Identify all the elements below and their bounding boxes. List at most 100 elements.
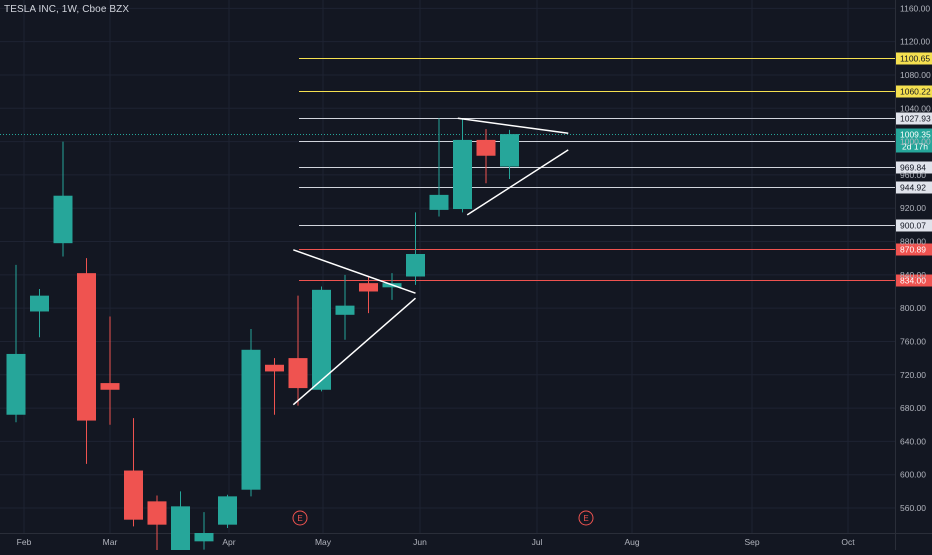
time-tick-label: Jun — [413, 537, 427, 547]
earnings-marker-label: E — [583, 514, 588, 523]
level-label-bg — [896, 161, 932, 174]
candle-body — [476, 139, 496, 156]
candle-body — [406, 254, 425, 277]
price-tick-label: 720.00 — [900, 370, 926, 380]
candle — [265, 358, 284, 415]
price-tick-label: 880.00 — [900, 237, 926, 247]
candle-body — [312, 289, 331, 390]
candle — [194, 512, 214, 550]
trendline[interactable] — [293, 249, 416, 294]
time-tick-label: May — [315, 537, 332, 547]
candle — [124, 418, 143, 527]
time-tick-label: Jul — [532, 537, 543, 547]
time-tick-label: Oct — [841, 537, 855, 547]
level-label: 969.84 — [900, 163, 926, 173]
candle — [476, 129, 496, 184]
candle — [406, 212, 425, 285]
trendline[interactable] — [292, 297, 416, 406]
candle-body — [100, 383, 120, 390]
candle-body — [30, 295, 49, 312]
candle — [171, 491, 190, 555]
level-label-bg — [896, 52, 932, 65]
time-axis[interactable]: Feb Mar Apr May Jun Jul Aug Sep Oct — [17, 537, 856, 547]
earnings-marker-circle — [292, 510, 308, 526]
candle-body — [500, 134, 519, 167]
price-tick-label: 600.00 — [900, 470, 926, 480]
price-tick-label: 1120.00 — [900, 37, 930, 47]
candle-body — [147, 501, 167, 525]
candle-body — [453, 139, 472, 210]
price-tick-label: 680.00 — [900, 403, 926, 413]
candle-body — [429, 194, 449, 210]
current-price-label: 1009.35 — [900, 130, 931, 140]
candle-body — [241, 349, 261, 490]
candle-body — [194, 533, 214, 542]
candle-body — [77, 273, 96, 421]
candle — [453, 119, 472, 213]
candle-body — [288, 358, 308, 389]
level-label-bg — [896, 219, 932, 232]
candle — [429, 118, 449, 217]
candle — [77, 258, 96, 464]
candle — [288, 295, 308, 406]
candle — [312, 286, 331, 392]
earnings-marker[interactable]: E — [292, 510, 308, 526]
candle — [500, 129, 519, 180]
trendlines[interactable] — [292, 117, 569, 406]
candle-body — [6, 353, 26, 415]
candle — [335, 274, 355, 340]
level-label-bg — [896, 274, 932, 287]
time-tick-label: Apr — [222, 537, 235, 547]
earnings-marker[interactable]: E — [578, 510, 594, 526]
price-axis[interactable]: 1160.00 1120.00 1080.00 1040.00 1000.00 960.0… — [900, 3, 931, 513]
price-tick-label: 1040.00 — [900, 103, 931, 113]
candle-body — [335, 305, 355, 315]
candle — [53, 141, 73, 257]
time-tick-label: Aug — [624, 537, 639, 547]
price-tick-label: 640.00 — [900, 436, 926, 446]
time-tick-label: Sep — [744, 537, 759, 547]
price-tick-label: 800.00 — [900, 303, 926, 313]
earnings-marker-label: E — [297, 514, 302, 523]
level-label-bg — [896, 243, 932, 256]
candles — [6, 118, 519, 555]
trendline[interactable] — [466, 149, 569, 216]
candle — [6, 264, 26, 423]
level-label: 944.92 — [900, 183, 926, 193]
price-tick-label: 560.00 — [900, 503, 926, 513]
price-tick-label: 1000.00 — [900, 137, 931, 147]
trendline[interactable] — [457, 117, 569, 134]
symbol-title: TESLA INC, 1W, Cboe BZX — [4, 4, 130, 15]
candle-body — [171, 506, 190, 552]
candle-body — [218, 496, 237, 525]
candle — [147, 495, 167, 555]
earnings-marker-circle — [578, 510, 594, 526]
candle — [30, 288, 49, 338]
candle-body — [359, 283, 378, 292]
price-tick-label: 1160.00 — [900, 3, 930, 13]
level-label-bg — [896, 181, 932, 194]
level-label: 870.89 — [900, 245, 926, 255]
time-tick-label: Feb — [17, 537, 32, 547]
candle — [100, 316, 120, 425]
candle-body — [124, 470, 143, 520]
horizontal-levels[interactable]: 1100.651060.221027.931000.45969.84944.92… — [0, 52, 932, 287]
time-tick-label: Mar — [103, 537, 118, 547]
price-tick-label: 1080.00 — [900, 70, 931, 80]
candle-body — [53, 195, 73, 244]
level-label: 834.00 — [900, 276, 926, 286]
price-tick-label: 760.00 — [900, 336, 926, 346]
current-price-badge — [896, 128, 932, 153]
level-label-bg — [896, 112, 932, 125]
level-label: 1027.93 — [900, 114, 931, 124]
level-label-bg — [896, 85, 932, 98]
level-label: 1100.65 — [900, 54, 930, 64]
candle — [359, 276, 378, 314]
level-label: 1060.22 — [900, 87, 931, 97]
candle-body — [265, 364, 284, 372]
countdown-label: 2d 17h — [902, 142, 928, 152]
